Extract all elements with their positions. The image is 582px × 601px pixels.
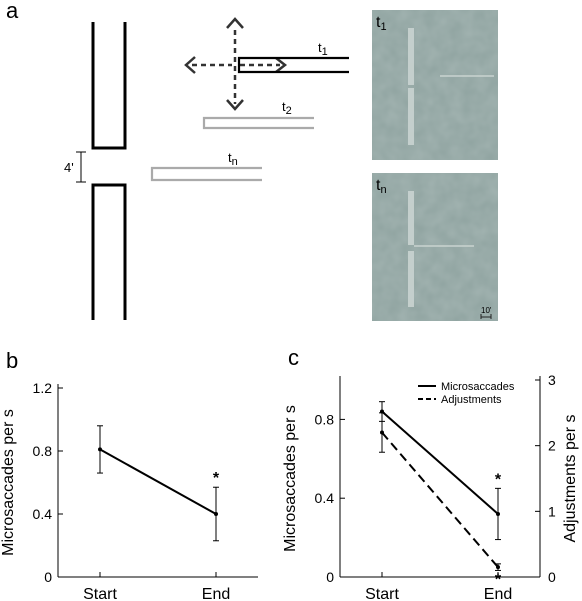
significance-marker: *: [495, 471, 502, 488]
y-tick-label: 0: [44, 569, 52, 585]
gap-label: 4': [64, 160, 74, 175]
scale-bar: [480, 314, 492, 319]
arrowheads: [184, 17, 288, 111]
y-tick-label-right: 0: [548, 569, 556, 585]
bar-t2: [202, 116, 314, 130]
data-point: [496, 565, 500, 570]
legend-label: Microsaccades: [441, 381, 515, 393]
bar-tn: [150, 166, 262, 182]
panel-label-a: a: [6, 0, 19, 23]
data-point: [98, 447, 102, 452]
movement-arrows: [192, 30, 280, 104]
horizontal-bars: [150, 56, 349, 182]
data-point: [380, 430, 384, 435]
significance-marker: *: [213, 470, 220, 487]
up-arrowhead: [226, 17, 244, 29]
y-tick-label-right: 2: [548, 438, 556, 454]
data-point: [496, 511, 500, 516]
bar-tn-label: tn: [228, 150, 238, 168]
photo-t1-label: t1: [376, 14, 387, 33]
left-arrowhead: [184, 56, 196, 74]
y-tick-label: 0.8: [315, 411, 335, 427]
x-tick-label: End: [202, 586, 230, 601]
legend-label: Adjustments: [441, 394, 502, 406]
y-tick-label: 0.4: [315, 490, 335, 506]
bar-t2-label: t2: [282, 99, 292, 117]
series-line-microsaccades: [381, 410, 499, 515]
chart-c: 0 0.4 0.8 0 1 2 3 Start End Microsaccades per s Ad…: [282, 372, 579, 601]
y-tick-label: 0: [326, 569, 334, 585]
down-arrowhead: [226, 99, 244, 111]
x-tick-label: Start: [83, 586, 117, 601]
right-arrowhead: [275, 57, 288, 73]
y-axis-label-right: Adjustments per s: [562, 414, 579, 542]
gap-indicator: [76, 151, 86, 183]
y-tick-label: 1.2: [33, 380, 53, 396]
panel-label-b: b: [6, 348, 18, 373]
upper-bar-outline: [91, 22, 127, 150]
chart-b: 0 0.4 0.8 1.2 Start End Microsaccades per s *: [0, 380, 258, 601]
panel-label-c: c: [288, 345, 299, 370]
series-line-main: [99, 448, 217, 515]
y-tick-label: 0.4: [33, 506, 53, 522]
lower-bar-outline: [91, 183, 127, 320]
x-tick-label: End: [484, 586, 512, 601]
y-tick-label-right: 3: [548, 372, 556, 388]
x-tick-label: Start: [365, 586, 399, 601]
y-tick-label: 0.8: [33, 443, 53, 459]
series-line-adjustments: [381, 431, 499, 568]
stimulus-photo-tn: [372, 173, 498, 321]
y-tick-label-right: 1: [548, 503, 556, 519]
bar-t1-label: t1: [318, 40, 328, 58]
stimulus-photo-t1: [372, 10, 498, 160]
y-axis-label: Microsaccades per s: [0, 409, 17, 556]
bar-t1: [237, 56, 349, 74]
photo-tn-label: tn: [376, 177, 387, 196]
significance-marker: *: [495, 571, 502, 588]
scale-label: 10': [481, 306, 492, 315]
data-point: [214, 512, 218, 516]
vertical-bar-pair: [91, 22, 127, 320]
y-axis-label: Microsaccades per s: [282, 405, 299, 552]
